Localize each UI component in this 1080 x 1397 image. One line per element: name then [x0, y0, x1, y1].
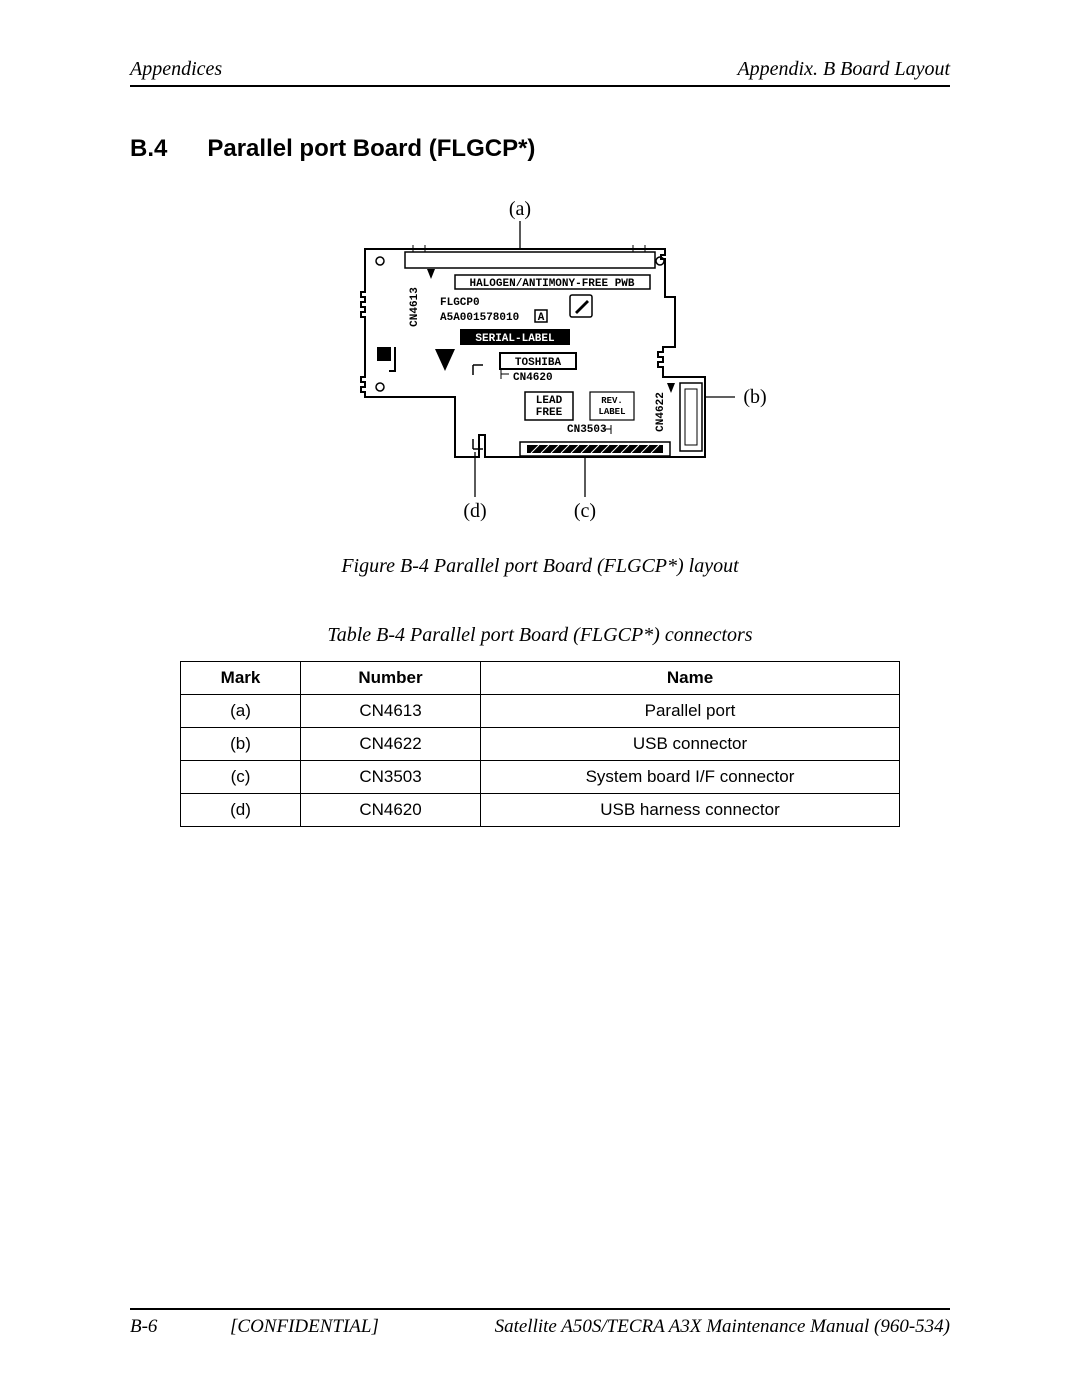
diag-partno-rev: A	[538, 312, 545, 324]
diag-rev: REV.	[601, 396, 623, 406]
cell-mark: (b)	[181, 728, 301, 761]
cell-mark: (d)	[181, 794, 301, 827]
col-name: Name	[481, 662, 900, 695]
page-header: Appendices Appendix. B Board Layout	[130, 58, 950, 87]
figure-block: (a) CN4613	[130, 197, 950, 827]
cell-mark: (c)	[181, 761, 301, 794]
header-right: Appendix. B Board Layout	[737, 58, 950, 81]
diag-cn4613: CN4613	[409, 287, 421, 327]
diag-serial: SERIAL-LABEL	[475, 333, 555, 345]
figure-caption: Figure B-4 Parallel port Board (FLGCP*) …	[341, 555, 738, 578]
callout-a: (a)	[509, 198, 531, 220]
table-row: (c) CN3503 System board I/F connector	[181, 761, 900, 794]
col-number: Number	[301, 662, 481, 695]
diag-halogen: HALOGEN/ANTIMONY-FREE PWB	[469, 278, 634, 290]
table-caption: Table B-4 Parallel port Board (FLGCP*) c…	[327, 624, 752, 647]
diag-free: FREE	[536, 407, 563, 419]
cell-name: USB connector	[481, 728, 900, 761]
cell-name: USB harness connector	[481, 794, 900, 827]
cell-number: CN4613	[301, 695, 481, 728]
cell-name: System board I/F connector	[481, 761, 900, 794]
section-heading: B.4 Parallel port Board (FLGCP*)	[130, 135, 950, 163]
page-footer: B-6 [CONFIDENTIAL] Satellite A50S/TECRA …	[130, 1308, 950, 1338]
diag-cn4622: CN4622	[655, 392, 667, 432]
diag-cn4620: CN4620	[513, 372, 553, 384]
page-content: Appendices Appendix. B Board Layout B.4 …	[130, 58, 950, 1338]
callout-b: (b)	[743, 386, 766, 408]
section-title: Parallel port Board (FLGCP*)	[207, 135, 535, 163]
table-header-row: Mark Number Name	[181, 662, 900, 695]
callout-c: (c)	[574, 500, 596, 522]
cell-mark: (a)	[181, 695, 301, 728]
diag-cn3503: CN3503	[567, 424, 607, 436]
cell-number: CN3503	[301, 761, 481, 794]
diag-lead: LEAD	[536, 395, 563, 407]
col-mark: Mark	[181, 662, 301, 695]
footer-manual: Satellite A50S/TECRA A3X Maintenance Man…	[470, 1316, 950, 1338]
footer-confidential: [CONFIDENTIAL]	[230, 1316, 430, 1338]
board-diagram: (a) CN4613	[305, 197, 775, 537]
section-number: B.4	[130, 135, 167, 163]
connectors-table: Mark Number Name (a) CN4613 Parallel por…	[180, 661, 900, 827]
diag-revlabel: LABEL	[598, 407, 625, 417]
callout-d: (d)	[463, 500, 486, 522]
table-row: (a) CN4613 Parallel port	[181, 695, 900, 728]
cell-number: CN4620	[301, 794, 481, 827]
table-row: (d) CN4620 USB harness connector	[181, 794, 900, 827]
cell-name: Parallel port	[481, 695, 900, 728]
table-row: (b) CN4622 USB connector	[181, 728, 900, 761]
header-left: Appendices	[130, 58, 222, 81]
footer-page: B-6	[130, 1316, 190, 1338]
diag-partno: A5A001578010	[440, 312, 519, 324]
cell-number: CN4622	[301, 728, 481, 761]
diag-flgcp0: FLGCP0	[440, 297, 480, 309]
diag-toshiba: TOSHIBA	[515, 357, 562, 369]
